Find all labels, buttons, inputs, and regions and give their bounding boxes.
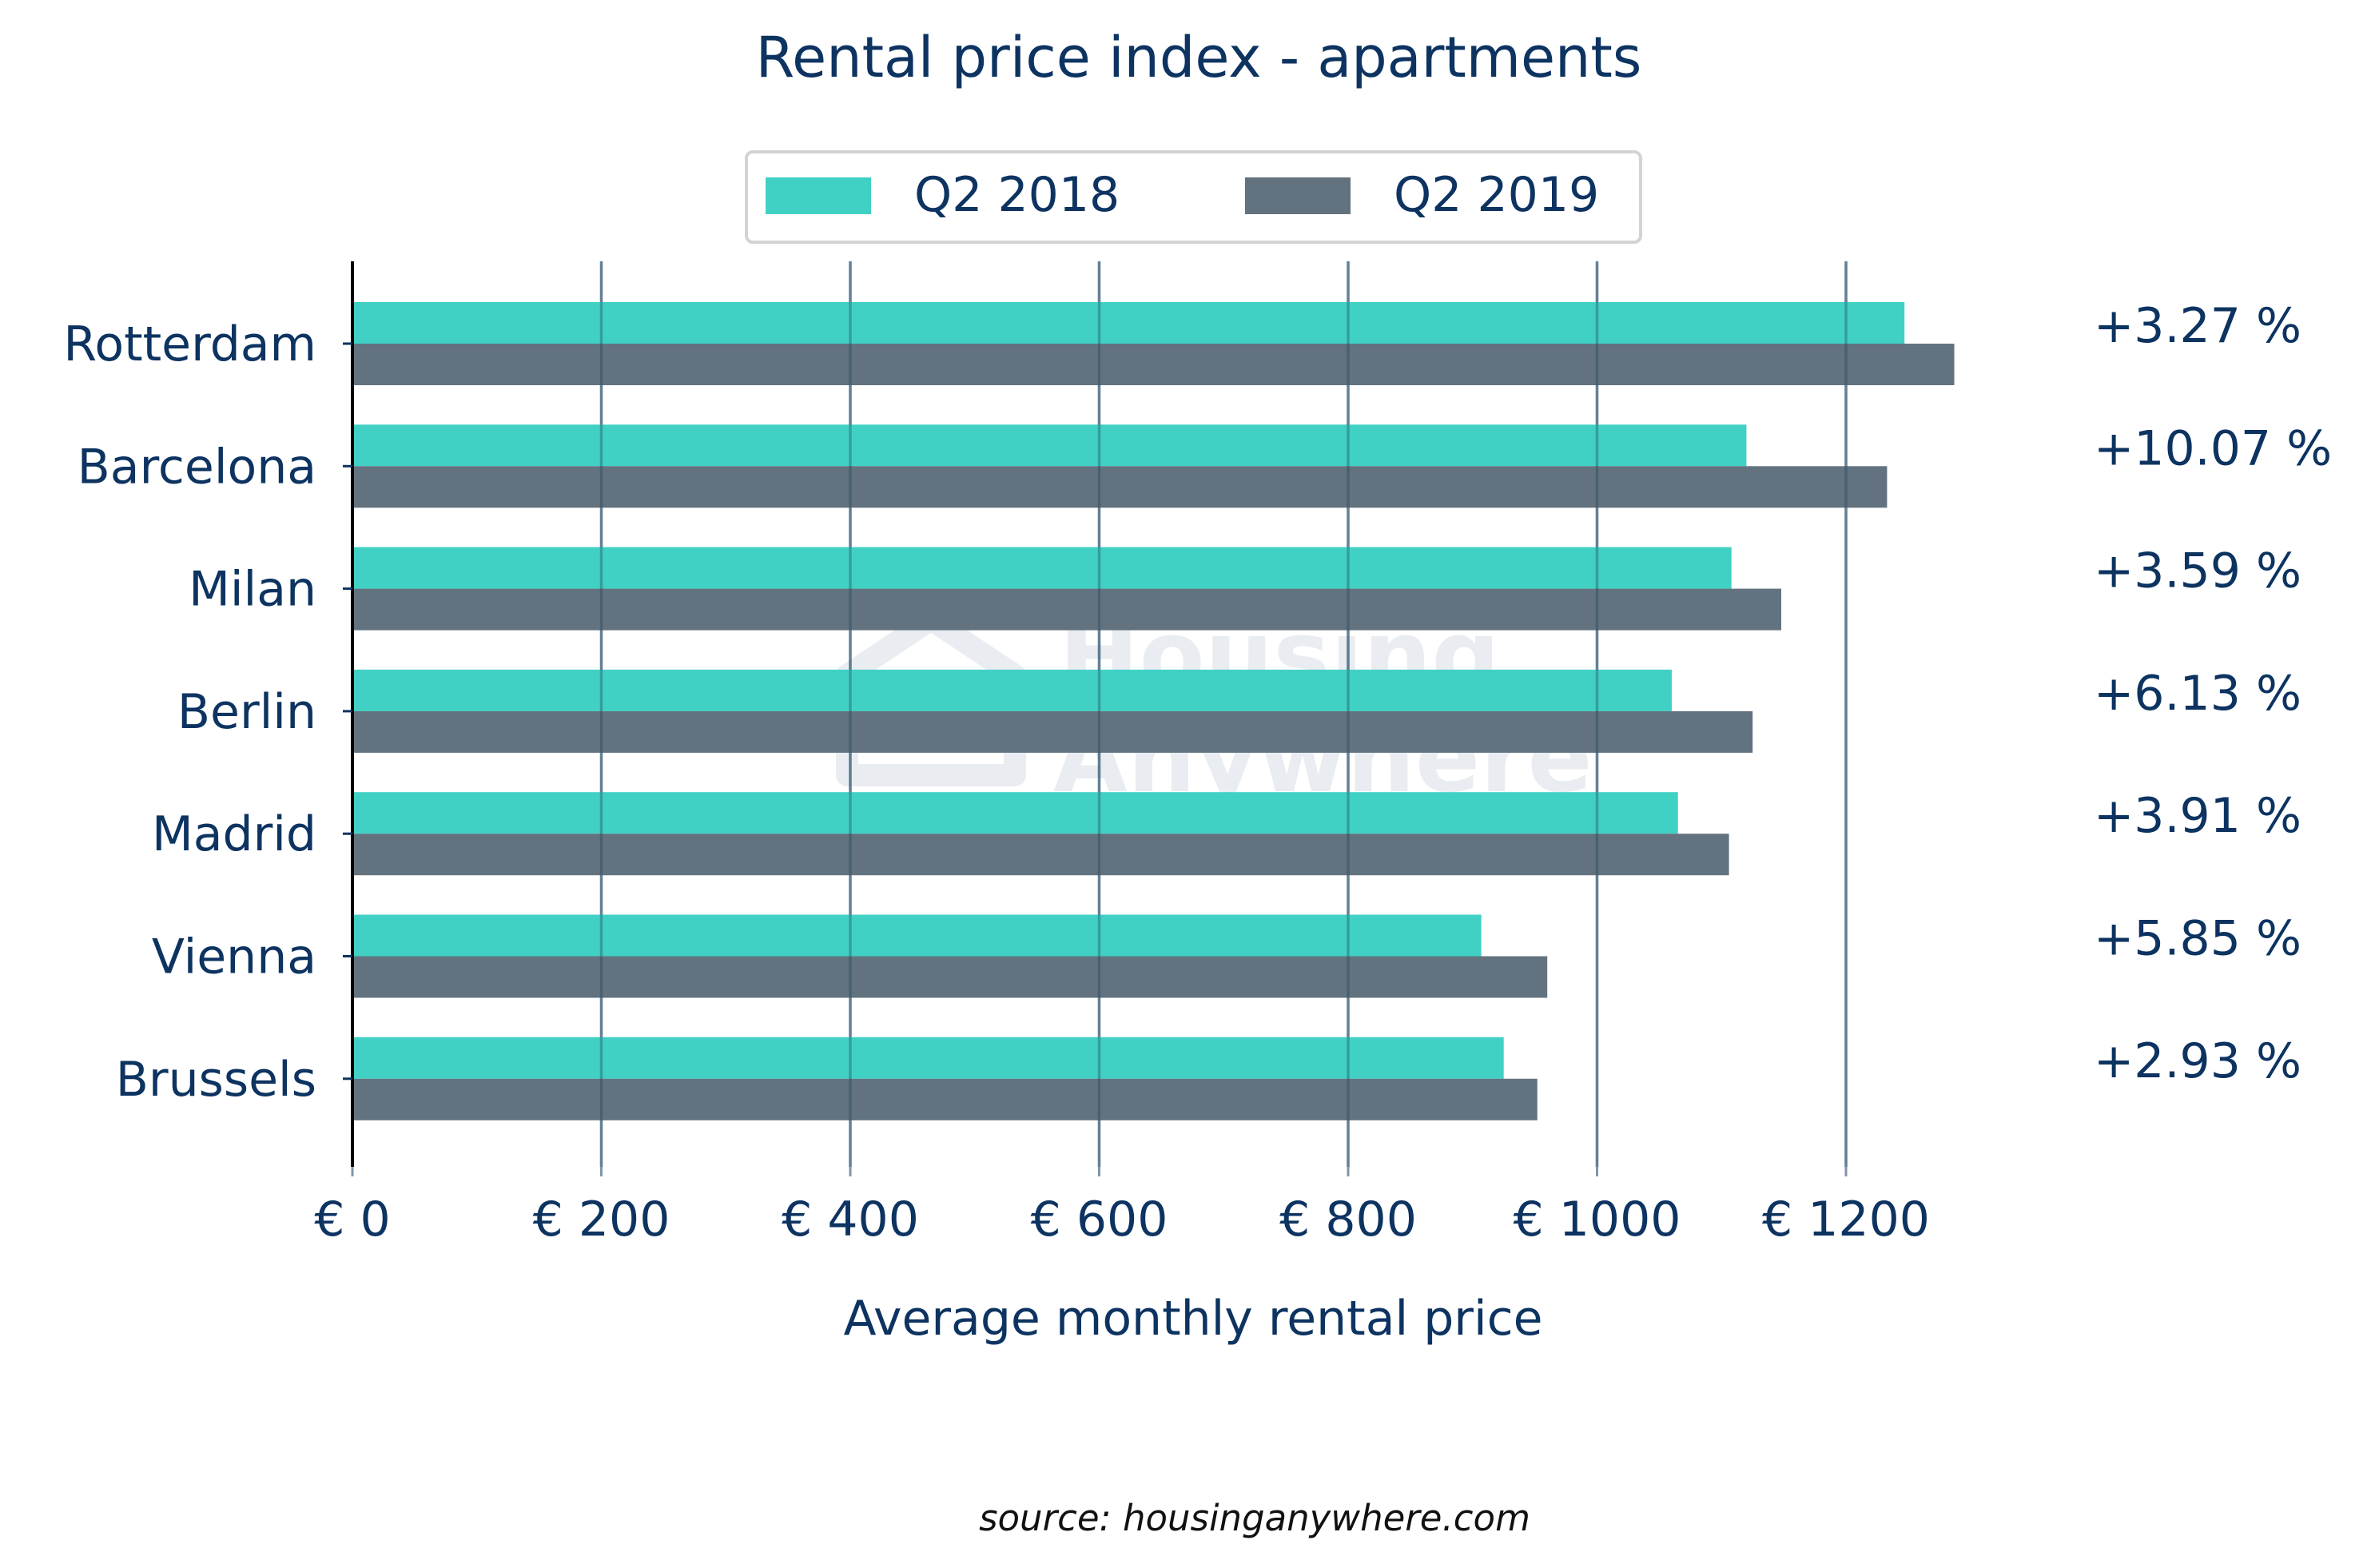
x-tick-label-600: € 600 [1031,1192,1168,1248]
bar-brussels-q2-2019 [352,1078,1538,1120]
bar-madrid-q2-2019 [352,834,1729,876]
bar-barcelona-q2-2018 [352,424,1747,467]
x-tick-label-1000: € 1000 [1514,1192,1681,1248]
x-axis-tick-labels: € 0 € 200 € 400 € 600 € 800 € 1000 € 1200 [314,1192,1930,1248]
bars [352,261,1955,1167]
legend: Q2 2018 Q2 2019 [745,150,1642,244]
legend-frame [745,150,1642,244]
source-note: source: housinganywhere.com [979,1497,1530,1539]
bar-rotterdam-q2-2018 [352,302,1905,344]
bar-vienna-q2-2018 [352,914,1482,957]
annotation-milan: +3.59 % [2094,543,2301,599]
annotation-brussels: +2.93 % [2094,1033,2301,1089]
legend-label-q2-2018: Q2 2018 [914,167,1120,223]
y-tick-label-berlin: Berlin [177,684,316,740]
bar-barcelona-q2-2019 [352,466,1888,508]
x-tick-label-200: € 200 [533,1192,670,1248]
bar-berlin-q2-2019 [352,710,1753,753]
x-tick-label-1200: € 1200 [1762,1192,1930,1248]
bar-vienna-q2-2019 [352,956,1548,998]
annotation-berlin: +6.13 % [2094,666,2301,722]
chart-title: Rental price index - apartments [756,25,1642,90]
annotation-madrid: +3.91 % [2094,788,2301,844]
y-tick-label-barcelona: Barcelona [78,439,316,495]
y-tick-label-vienna: Vienna [152,929,316,985]
change-annotations: +3.27 % +10.07 % +3.59 % +6.13 % +3.91 % +5.8… [2094,298,2332,1089]
annotation-barcelona: +10.07 % [2094,420,2332,476]
bar-milan-q2-2019 [352,588,1782,631]
y-tick-label-brussels: Brussels [116,1052,316,1108]
bar-berlin-q2-2018 [352,669,1672,711]
annotation-vienna: +5.85 % [2094,911,2301,967]
x-tick-label-400: € 400 [782,1192,919,1248]
bar-rotterdam-q2-2019 [352,344,1955,385]
x-tick-label-0: € 0 [314,1192,390,1248]
legend-swatch-q2-2018 [766,177,871,214]
y-tick-label-milan: Milan [189,562,316,618]
x-tick-label-800: € 800 [1279,1192,1417,1248]
x-axis-label: Average monthly rental price [843,1291,1542,1347]
y-tick-label-rotterdam: Rotterdam [63,316,316,372]
y-axis-tick-labels: Rotterdam Barcelona Milan Berlin Madrid Vienn… [63,316,316,1108]
y-tick-label-madrid: Madrid [152,806,316,862]
bar-madrid-q2-2018 [352,792,1678,834]
bar-brussels-q2-2018 [352,1037,1504,1079]
legend-swatch-q2-2019 [1245,177,1351,214]
legend-label-q2-2019: Q2 2019 [1394,167,1599,223]
axes [343,261,1848,1176]
annotation-rotterdam: +3.27 % [2094,298,2301,354]
bar-milan-q2-2018 [352,547,1732,589]
